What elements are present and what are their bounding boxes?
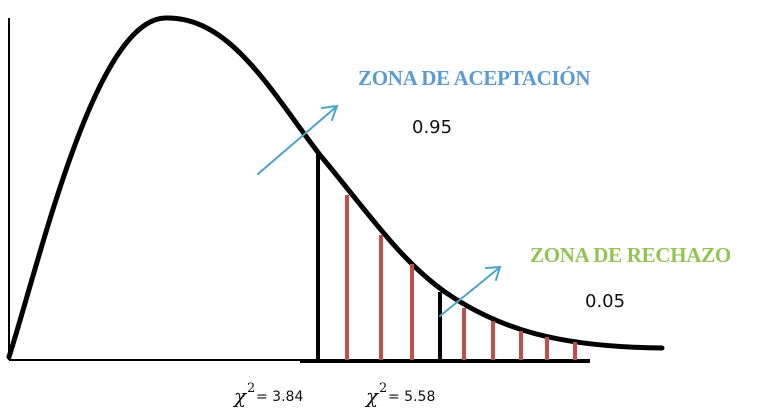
critical-label-2: χ 2 = 5.58	[364, 381, 435, 408]
chi-symbol: χ	[364, 384, 380, 408]
critical-label-1: χ 2 = 3.84	[232, 381, 303, 408]
chi-power: 2	[379, 381, 387, 396]
rejection-shading	[345, 195, 577, 360]
density-curve	[6, 15, 665, 360]
chi-power: 2	[247, 381, 255, 396]
rejection-probability: 0.05	[585, 291, 625, 312]
chi-value: = 5.58	[388, 389, 435, 405]
chi-value: = 3.84	[256, 389, 303, 405]
acceptance-arrow-icon	[257, 104, 339, 175]
chi-symbol: χ	[232, 384, 248, 408]
acceptance-zone-title: ZONA DE ACEPTACIÓN	[358, 66, 590, 90]
rejection-zone-title: ZONA DE RECHAZO	[530, 243, 731, 267]
acceptance-probability: 0.95	[412, 117, 452, 138]
rejection-arrow-icon	[439, 265, 502, 317]
